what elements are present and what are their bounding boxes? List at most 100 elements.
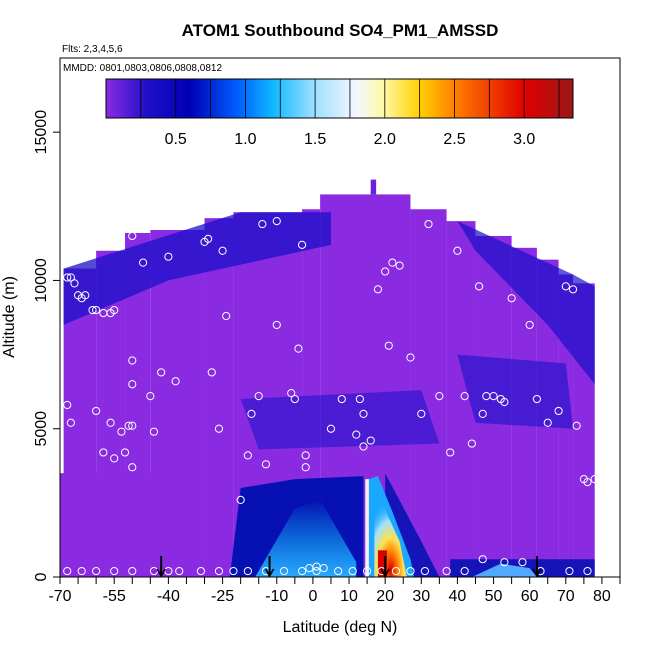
sample-point bbox=[446, 448, 455, 457]
x-tick-label: 80 bbox=[593, 588, 611, 605]
y-axis-label: Altitude (m) bbox=[1, 276, 18, 358]
chart-title: ATOM1 Southbound SO4_PM1_AMSSD bbox=[182, 21, 499, 40]
sample-point bbox=[110, 566, 119, 576]
sample-point bbox=[381, 267, 390, 276]
sample-point bbox=[128, 566, 137, 576]
sample-point bbox=[77, 566, 86, 576]
sample-point bbox=[474, 282, 484, 291]
sample-point bbox=[297, 566, 307, 576]
sample-point bbox=[384, 341, 393, 350]
sample-point bbox=[92, 305, 101, 315]
sample-point bbox=[395, 261, 404, 270]
sample-point bbox=[81, 291, 90, 300]
field-band bbox=[63, 212, 331, 325]
sample-point bbox=[572, 421, 581, 430]
sample-point bbox=[406, 566, 415, 576]
sample-point bbox=[305, 564, 314, 573]
y-axis: 0 5000 10000 15000 bbox=[33, 110, 60, 581]
sample-point bbox=[525, 320, 534, 330]
sample-point bbox=[106, 418, 115, 427]
sample-point bbox=[171, 377, 180, 386]
sample-point bbox=[290, 394, 299, 404]
sample-point bbox=[218, 246, 227, 255]
sample-point bbox=[478, 409, 487, 418]
flight-marker-head bbox=[532, 568, 542, 578]
sample-point bbox=[417, 409, 426, 418]
x-tick-label: 0 bbox=[308, 588, 317, 605]
sample-point bbox=[359, 442, 368, 451]
sample-point bbox=[138, 258, 148, 267]
sample-point bbox=[583, 477, 592, 487]
sample-point bbox=[337, 394, 346, 404]
sample-point bbox=[518, 558, 527, 567]
x-tick-label: 40 bbox=[449, 588, 467, 605]
sample-point bbox=[124, 421, 133, 430]
sample-point bbox=[120, 448, 130, 457]
field-band bbox=[240, 390, 440, 450]
field-column bbox=[204, 218, 234, 577]
sample-point bbox=[149, 427, 159, 436]
x-tick-label: 50 bbox=[485, 588, 503, 605]
sample-point bbox=[297, 240, 307, 249]
sample-point bbox=[92, 566, 101, 576]
sample-point bbox=[565, 566, 574, 576]
colorbar-tick-label: 1.5 bbox=[304, 131, 326, 148]
sample-point bbox=[110, 305, 119, 315]
y-tick-label: 10000 bbox=[33, 258, 50, 303]
flight-marker-head bbox=[156, 568, 166, 578]
field-plume-equator bbox=[255, 499, 357, 577]
sample-point bbox=[568, 285, 578, 294]
flight-marker-head bbox=[264, 568, 275, 578]
sample-point bbox=[366, 436, 375, 445]
field-spike bbox=[370, 179, 377, 195]
sample-point bbox=[424, 219, 433, 229]
sample-point bbox=[214, 566, 224, 576]
x-tick-label: -25 bbox=[211, 588, 234, 605]
sample-point bbox=[222, 311, 231, 321]
sample-point bbox=[460, 391, 469, 401]
x-tick-label: -55 bbox=[103, 588, 126, 605]
sample-point bbox=[243, 566, 252, 576]
sample-point bbox=[247, 409, 256, 418]
field-hot-core bbox=[377, 550, 387, 577]
x-axis: -70 -55 -40 -25 -10 0 10 20 30 40 50 60 70 80 bbox=[48, 577, 621, 605]
y-tick-label: 0 bbox=[33, 572, 50, 581]
sample-point bbox=[236, 495, 245, 504]
sample-point bbox=[63, 273, 72, 282]
sample-point bbox=[204, 234, 213, 244]
flight-marker-head bbox=[380, 568, 390, 578]
sample-point bbox=[146, 391, 155, 401]
sample-point bbox=[258, 219, 267, 229]
sample-point bbox=[507, 294, 516, 303]
sample-point bbox=[99, 448, 108, 457]
sample-point bbox=[157, 368, 166, 377]
sample-point bbox=[301, 463, 310, 472]
sample-point bbox=[88, 305, 97, 315]
colorbar-tick-label: 2.5 bbox=[443, 131, 465, 148]
field-lower-left bbox=[60, 473, 205, 577]
sample-point bbox=[243, 451, 252, 460]
sample-point bbox=[319, 564, 328, 573]
x-tick-label: 60 bbox=[521, 588, 539, 605]
field-plume-north bbox=[471, 563, 537, 577]
heatmap-field bbox=[60, 179, 595, 577]
x-tick-label: -40 bbox=[157, 588, 180, 605]
colorbar-ticks: 0.5 1.0 1.5 2.0 2.5 3.0 bbox=[140, 79, 560, 148]
sample-point bbox=[359, 409, 368, 418]
colorbar-tick-label: 3.0 bbox=[513, 131, 535, 148]
sample-point bbox=[352, 430, 361, 439]
sample-point bbox=[63, 400, 72, 410]
sample-point bbox=[500, 397, 509, 407]
sample-point bbox=[63, 566, 72, 576]
sample-point bbox=[175, 566, 184, 576]
sample-point bbox=[362, 566, 372, 576]
sample-point bbox=[435, 391, 444, 401]
sample-point bbox=[326, 424, 336, 433]
sample-point bbox=[272, 217, 281, 226]
flights-note: Flts: 2,3,4,5,6 bbox=[62, 44, 123, 55]
sample-point bbox=[214, 424, 224, 433]
x-tick-label: 10 bbox=[340, 588, 358, 605]
sample-point bbox=[355, 394, 364, 404]
colorbar-tick-label: 2.0 bbox=[374, 131, 396, 148]
